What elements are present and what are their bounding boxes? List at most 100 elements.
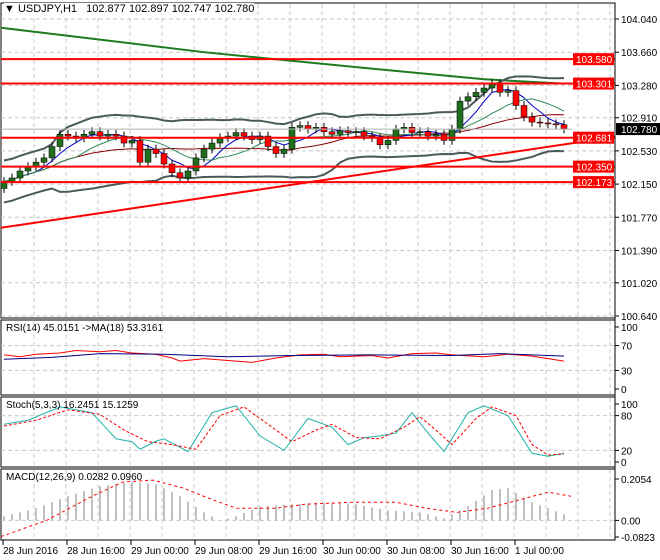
candle-body <box>296 125 304 128</box>
candle <box>400 122 408 134</box>
candle <box>48 142 56 163</box>
stoch-main-line <box>3 405 565 457</box>
indicator-axis-label: 0.00 <box>621 516 641 527</box>
level-price-box <box>573 53 614 66</box>
candle-body <box>560 124 568 130</box>
indicator-axis-label: 100 <box>621 400 638 411</box>
candle-body <box>120 135 128 144</box>
candle-body <box>144 148 152 163</box>
candle <box>104 129 112 141</box>
candle <box>120 131 128 148</box>
candle-body <box>520 105 528 118</box>
candle-body <box>200 148 208 159</box>
ohlc-readout: 102.877 102.897 102.747 102.780 <box>86 3 255 15</box>
symbol-label: USDJPY,H1 <box>17 3 78 15</box>
time-axis-label: 28 Jun 2016 <box>3 546 58 557</box>
level-price-box <box>573 160 614 173</box>
time-axis-label: 28 Jun 16:00 <box>67 546 125 557</box>
candle <box>536 117 544 128</box>
level-price-label: 102.173 <box>576 178 613 189</box>
indicator-axis-label: 30 <box>621 366 633 377</box>
candle-body <box>160 153 168 165</box>
time-axis-label: 1 Jul 00:00 <box>515 546 564 557</box>
candle-body <box>552 123 560 126</box>
candle <box>264 131 272 151</box>
candle-body <box>336 130 344 135</box>
candle <box>80 129 88 143</box>
panel-frame-0 <box>0 2 616 319</box>
candle-body <box>8 177 16 182</box>
candle <box>304 121 312 134</box>
candle <box>504 86 512 97</box>
candle <box>136 136 144 167</box>
stoch-signal-line <box>3 406 565 456</box>
candle <box>432 129 440 141</box>
price-axis-label: 103.660 <box>621 48 658 59</box>
candle <box>488 79 496 93</box>
candle-body <box>344 130 352 133</box>
candle-body <box>112 134 120 137</box>
candle <box>552 119 560 130</box>
candle-body <box>40 157 48 163</box>
macd-signal-line <box>0 479 572 538</box>
candle-body <box>536 121 544 124</box>
current-price-label: 102.780 <box>621 125 658 136</box>
price-axis-label: 102.530 <box>621 147 658 158</box>
candle-body <box>456 100 464 130</box>
candle <box>160 149 168 169</box>
bollinger-upper-band <box>3 75 565 162</box>
candle-body <box>192 157 200 172</box>
indicator-axis-label: 0 <box>621 385 627 396</box>
candle <box>512 86 520 110</box>
candle <box>464 92 472 106</box>
price-axis-label: 102.910 <box>621 114 658 125</box>
candle-body <box>184 170 192 179</box>
price-axis-label: 101.020 <box>621 279 658 290</box>
level-price-box <box>573 131 614 144</box>
indicator-axis-label: 0.2054 <box>621 475 652 486</box>
time-axis-label: 30 Jun 00:00 <box>323 546 381 557</box>
candle-body <box>56 134 64 147</box>
level-price-label: 102.350 <box>576 163 613 174</box>
candle-body <box>272 146 280 154</box>
price-axis-label: 104.040 <box>621 15 658 26</box>
candle <box>56 129 64 151</box>
candle <box>280 144 288 158</box>
candle-body <box>512 90 520 106</box>
price-axis-label: 101.390 <box>621 246 658 257</box>
candle <box>528 112 536 127</box>
candle-body <box>232 132 240 137</box>
long-moving-average-line <box>0 26 565 85</box>
candle-body <box>136 140 144 163</box>
candle <box>520 101 528 122</box>
time-axis-label: 30 Jun 08:00 <box>387 546 445 557</box>
candle-body <box>352 131 360 133</box>
level-price-box <box>573 77 614 90</box>
candle-body <box>88 131 96 135</box>
indicator-axis-label: 70 <box>621 342 633 353</box>
candle-body <box>16 170 24 179</box>
candle-body <box>176 172 184 179</box>
collapse-triangle-icon[interactable]: ▼ <box>4 3 15 15</box>
current-price-box <box>616 123 660 136</box>
candle-body <box>360 131 368 137</box>
candle-body <box>496 83 504 93</box>
candle-body <box>416 131 424 133</box>
indicator-axis-label: -0.0823 <box>621 533 655 544</box>
candle <box>0 177 8 193</box>
chart-header: ▼ USDJPY,H1 102.877 102.897 102.747 102.… <box>4 3 255 15</box>
indicator-axis-label: 20 <box>621 446 633 457</box>
candle-body <box>472 92 480 97</box>
candle <box>192 153 200 176</box>
candle-body <box>280 148 288 154</box>
level-price-label: 103.301 <box>576 80 613 91</box>
candle <box>480 83 488 97</box>
candle <box>344 126 352 137</box>
candle-body <box>448 128 456 141</box>
candle <box>144 144 152 167</box>
candle <box>168 159 176 178</box>
candle <box>472 88 480 102</box>
candle-body <box>264 135 272 147</box>
